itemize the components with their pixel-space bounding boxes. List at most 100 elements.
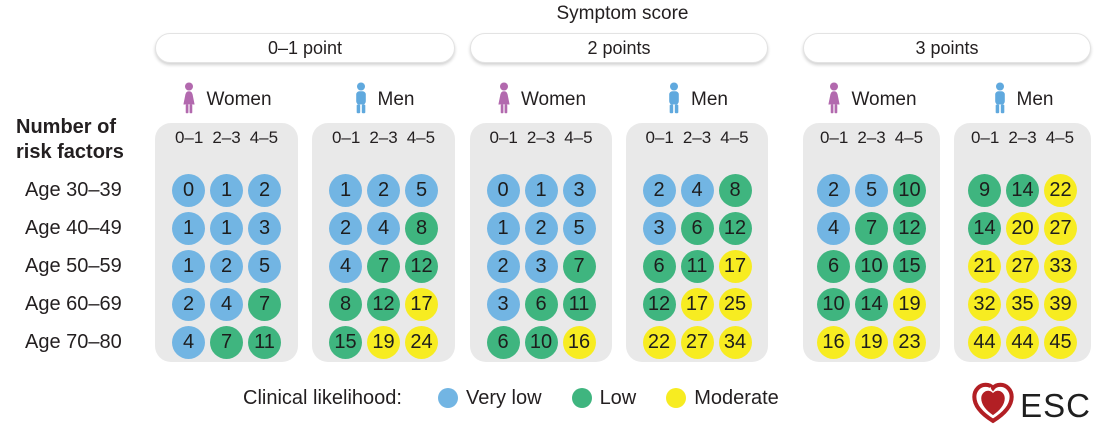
likelihood-value-dot: 4: [210, 287, 243, 321]
likelihood-value-dot: 19: [893, 287, 926, 321]
age-row-label: Age 50–59: [25, 255, 122, 277]
likelihood-value-dot: 5: [855, 173, 888, 207]
likelihood-value-dot: 14: [1006, 173, 1039, 207]
age-row-label: Age 60–69: [25, 293, 122, 315]
likelihood-value-dot: 1: [210, 211, 243, 245]
likelihood-value-dot: 19: [367, 325, 400, 359]
likelihood-value-dot: 1: [486, 211, 520, 245]
likelihood-value-dot: 2: [524, 211, 558, 245]
likelihood-value-dot: 4: [817, 211, 850, 245]
men-label: Men: [377, 89, 415, 110]
likelihood-value-dot: 3: [248, 211, 281, 245]
risk-factor-bins-header: 0–1 2–3 4–5: [174, 128, 279, 147]
likelihood-value-dot: 8: [329, 287, 362, 321]
likelihood-value-dot: 2: [210, 249, 243, 283]
likelihood-value-dot: 6: [817, 249, 850, 283]
likelihood-value-dot: 45: [1044, 325, 1077, 359]
group-pill-label: 0–1 point: [155, 33, 455, 63]
men-header: Men: [954, 77, 1091, 123]
group-pill-label: 3 points: [803, 33, 1091, 63]
likelihood-value-dot: 6: [524, 287, 558, 321]
age-row-label: Age 70–80: [25, 331, 122, 353]
symptom-score-group-2-points: 2 points Women Men 0–1 2–3 4–5: [470, 33, 768, 362]
group-pill-label: 2 points: [470, 33, 768, 63]
likelihood-grid: 0 1 2 1 1 3 1 2 5 2 4 7 4 7 11: [155, 171, 298, 361]
likelihood-value-dot: 3: [524, 249, 558, 283]
likelihood-value-dot: 16: [817, 325, 850, 359]
likelihood-value-dot: 23: [893, 325, 926, 359]
likelihood-value-dot: 27: [1006, 249, 1039, 283]
women-header: Women: [155, 77, 298, 123]
legend: Clinical likelihood: Very low Low Modera…: [243, 384, 809, 412]
likelihood-value-dot: 10: [893, 173, 926, 207]
women-header: Women: [803, 77, 940, 123]
likelihood-value-dot: 8: [718, 173, 752, 207]
likelihood-value-dot: 7: [210, 325, 243, 359]
likelihood-value-dot: 2: [642, 173, 676, 207]
legend-item-low: Low: [571, 387, 636, 410]
esc-heart-icon: [970, 381, 1016, 430]
moderate-dot-icon: [666, 388, 687, 408]
likelihood-value-dot: 1: [524, 173, 558, 207]
likelihood-value-dot: 7: [248, 287, 281, 321]
men-label: Men: [691, 89, 728, 110]
likelihood-value-dot: 2: [486, 249, 520, 283]
symptom-score-group-3-points: 3 points Women Men 0–1 2–3 4–5: [803, 33, 1091, 362]
women-panel: 0–1 2–3 4–5 2 5 10 4 7 12 6 10 15 10 14 19 16 19 23: [803, 123, 940, 362]
likelihood-value-dot: 17: [718, 249, 752, 283]
likelihood-value-dot: 27: [1044, 211, 1077, 245]
likelihood-value-dot: 3: [486, 287, 520, 321]
likelihood-value-dot: 7: [562, 249, 596, 283]
likelihood-value-dot: 9: [968, 173, 1001, 207]
likelihood-value-dot: 6: [642, 249, 676, 283]
likelihood-value-dot: 1: [329, 173, 362, 207]
likelihood-value-dot: 32: [968, 287, 1001, 321]
likelihood-value-dot: 2: [367, 173, 400, 207]
risk-factor-bins-header: 0–1 2–3 4–5: [970, 128, 1075, 147]
likelihood-value-dot: 27: [680, 325, 714, 359]
likelihood-value-dot: 22: [1044, 173, 1077, 207]
risk-factor-bins-header: 0–1 2–3 4–5: [645, 128, 749, 147]
likelihood-grid: 1 2 5 2 4 8 4 7 12 8 12 17 15 19 24: [312, 171, 455, 361]
likelihood-value-dot: 8: [405, 211, 438, 245]
likelihood-value-dot: 1: [172, 211, 205, 245]
likelihood-value-dot: 7: [367, 249, 400, 283]
likelihood-value-dot: 5: [248, 249, 281, 283]
likelihood-value-dot: 2: [329, 211, 362, 245]
likelihood-value-dot: 35: [1006, 287, 1039, 321]
women-panel: 0–1 2–3 4–5 0 1 3 1 2 5 2 3 7 3 6 11 6 10 16: [470, 123, 612, 362]
very-low-dot-icon: [437, 388, 458, 408]
man-icon: [666, 82, 682, 119]
likelihood-value-dot: 10: [817, 287, 850, 321]
likelihood-value-dot: 1: [210, 173, 243, 207]
man-icon: [353, 82, 369, 119]
likelihood-value-dot: 24: [405, 325, 438, 359]
likelihood-value-dot: 3: [562, 173, 596, 207]
likelihood-value-dot: 0: [172, 173, 205, 207]
likelihood-value-dot: 33: [1044, 249, 1077, 283]
risk-factor-bins-header: 0–1 2–3 4–5: [489, 128, 593, 147]
woman-icon: [181, 82, 197, 119]
women-label: Women: [851, 89, 917, 110]
symptom-score-group-0-1-point: 0–1 point Women Men 0–1 2–3 4–5: [155, 33, 455, 362]
men-label: Men: [1016, 89, 1054, 110]
women-label: Women: [206, 89, 272, 110]
age-row-label: Age 40–49: [25, 217, 122, 239]
likelihood-value-dot: 7: [855, 211, 888, 245]
legend-item-moderate: Moderate: [666, 387, 779, 410]
likelihood-value-dot: 5: [562, 211, 596, 245]
likelihood-value-dot: 34: [718, 325, 752, 359]
man-icon: [992, 82, 1008, 119]
likelihood-grid: 0 1 3 1 2 5 2 3 7 3 6 11 6 10 16: [470, 171, 612, 361]
likelihood-value-dot: 10: [855, 249, 888, 283]
woman-icon: [496, 82, 512, 119]
likelihood-value-dot: 4: [172, 325, 205, 359]
likelihood-value-dot: 4: [680, 173, 714, 207]
likelihood-value-dot: 12: [718, 211, 752, 245]
likelihood-value-dot: 10: [524, 325, 558, 359]
likelihood-value-dot: 39: [1044, 287, 1077, 321]
likelihood-value-dot: 19: [855, 325, 888, 359]
likelihood-value-dot: 11: [248, 325, 281, 359]
likelihood-value-dot: 3: [642, 211, 676, 245]
